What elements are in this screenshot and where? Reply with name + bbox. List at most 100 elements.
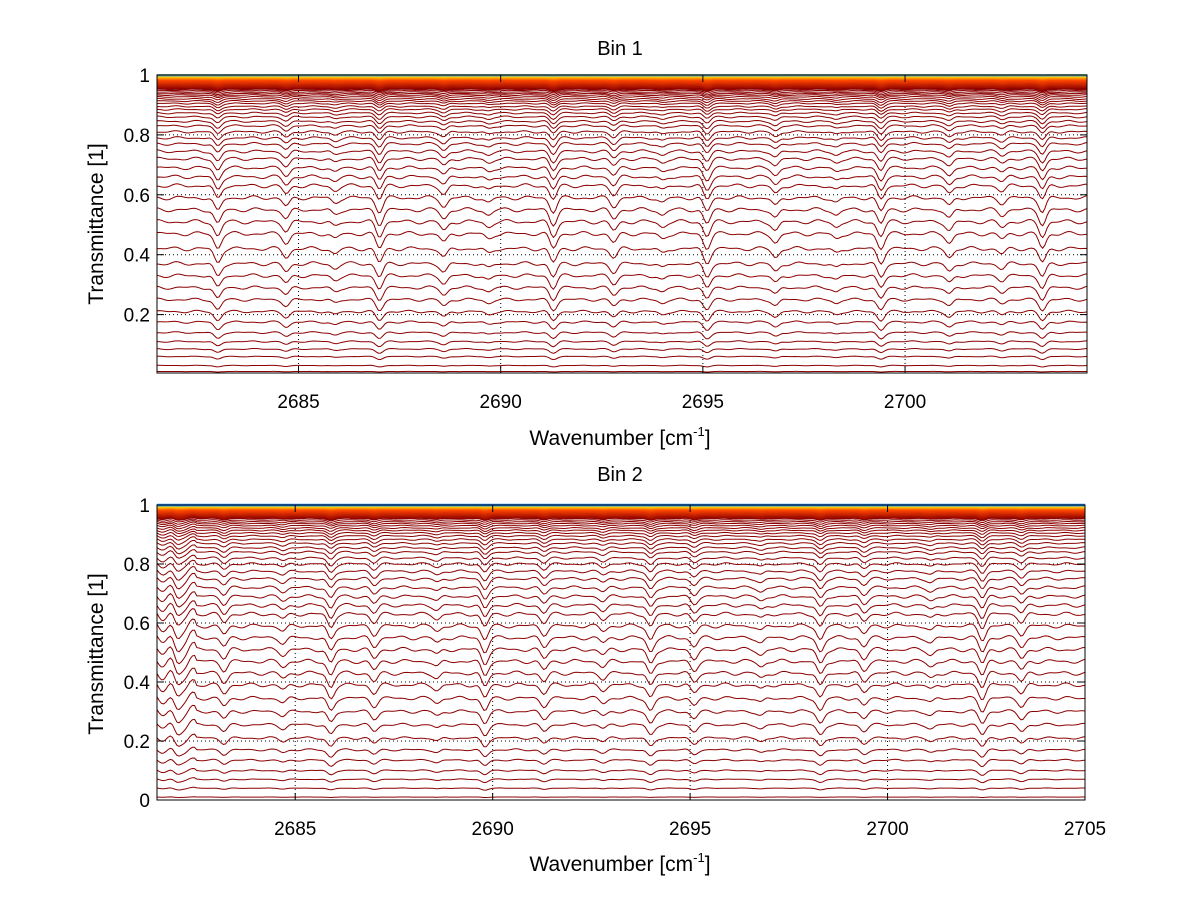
spectrum-line [156,777,1086,784]
spectrum-line [156,136,1088,148]
spectrum-line [157,97,1088,104]
spectrum-line [156,149,1088,164]
series-group-bin-1 [156,74,1088,373]
x-axis-label-main: Wavenumber [cm [529,427,693,450]
y-tick-label: 0.4 [124,673,151,694]
spectrum-line [156,549,1086,560]
spectrum-line [156,629,1086,654]
x-tick-label: 2695 [682,392,724,413]
x-tick-label: 2700 [866,819,908,840]
x-tick-label: 2690 [480,392,522,413]
spectrum-line [156,521,1085,528]
spectrum-line [156,757,1086,768]
spectrum-line [156,285,1088,302]
spectrum-line [157,89,1087,94]
spectrum-line [156,207,1088,227]
series-group-bin-2 [156,503,1086,799]
spectrum-line [156,309,1088,322]
x-tick-label: 2705 [1064,819,1106,840]
spectrum-line [156,528,1086,535]
x-axis-label-main: Wavenumber [cm [529,853,693,876]
spectrum-line [156,544,1086,555]
spectrum-line [156,733,1086,748]
spectrum-line [156,156,1088,172]
y-tick-label: 0.2 [124,732,150,753]
spectrum-line [156,347,1088,354]
spectrum-line [156,539,1086,550]
spectrum-line [156,591,1086,609]
x-tick-label: 2685 [277,392,319,413]
spectrum-line [156,92,1087,97]
spectrum-line [156,518,1086,523]
x-axis-label-sup: -1 [693,850,705,865]
ticks-bin-1: 2685 2690 2695 2700 0.2 0.4 0.6 0.8 1 [124,66,1087,413]
y-tick-label: 0.6 [124,186,150,207]
grid-bin-2 [157,505,1085,800]
x-axis-label-bin-1: Wavenumber [cm-1] [529,424,710,450]
spectrum-line [156,230,1088,251]
y-tick-label: 0.2 [124,306,150,327]
spectrum-line [156,119,1088,130]
y-tick-label: 1 [139,496,150,517]
spectrum-line [156,600,1086,619]
x-axis-label-sup: -1 [693,424,705,439]
spectrum-line [157,91,1087,96]
spectrum-line [156,536,1085,546]
spectrum-line [156,667,1086,689]
spectrum-line [156,340,1088,348]
y-tick-label: 1 [139,66,150,87]
spectrum-line [156,273,1088,290]
spectrum-line [156,523,1085,530]
spectrum-line [156,718,1085,737]
x-tick-label: 2700 [884,392,926,413]
spectrum-line [156,124,1088,135]
spectrum-line [156,320,1088,332]
spectrum-line [156,141,1088,156]
spectrum-line [156,174,1088,192]
spectrum-line [156,559,1086,574]
spectrum-line [156,108,1088,116]
spectrum-line [156,767,1086,776]
grid-bin-1 [157,75,1087,373]
y-tick-label: 0.4 [124,246,151,267]
spectrum-line [156,554,1086,567]
spectrum-line [156,111,1088,120]
spectrum-line [156,704,1086,725]
spectrum-line [156,355,1088,361]
spectrum-line [156,525,1086,532]
chart-title-bin-2: Bin 2 [597,464,643,486]
x-tick-label: 2695 [669,819,711,840]
spectrum-line [156,261,1087,278]
spectrum-line [156,679,1086,701]
spectrum-line [156,746,1086,758]
x-tick-label: 2690 [472,819,514,840]
bin-1-panel: Bin 1 2685 2690 2695 2700 0.2 0.4 0.6 0.8 1 Wave… [85,38,1088,450]
spectrum-line [156,99,1088,106]
spectrum-line [156,691,1085,713]
spectrum-line [156,572,1086,591]
spectrum-line [156,115,1088,125]
x-tick-label: 2685 [274,819,316,840]
spectrum-line [156,165,1088,182]
spectrum-line [156,641,1086,665]
chart-title-bin-1: Bin 1 [597,38,643,60]
y-axis-label-bin-1: Transmittance [1] [85,143,108,304]
spectrum-line [156,183,1088,201]
y-tick-label: 0 [139,791,150,812]
spectrum-line [156,520,1086,525]
spectrum-line [156,566,1086,582]
spectrum-line [156,102,1087,109]
spectrum-line [157,331,1087,340]
y-tick-label: 0.6 [124,614,150,635]
x-axis-label-end: ] [705,853,711,876]
axes-frame-bin-2 [156,504,1086,801]
spectrum-line [156,530,1086,539]
spectrum-line [157,370,1087,373]
spectrum-line [156,195,1088,215]
spectrum-line [156,95,1088,102]
spectrum-line [156,297,1088,312]
x-axis-label-end: ] [705,427,711,450]
spectrum-line [156,796,1085,799]
spectrum-line [156,608,1086,629]
